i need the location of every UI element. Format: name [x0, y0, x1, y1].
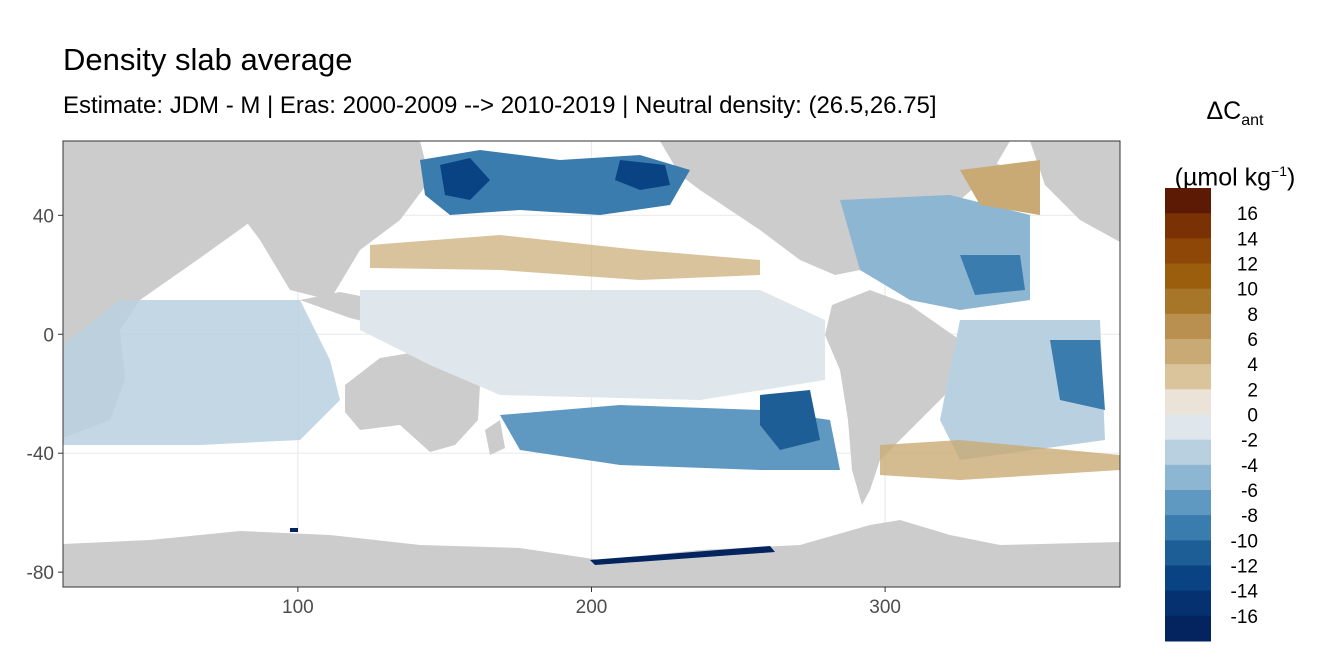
patch-satl-brown [880, 440, 1120, 480]
legend-swatch [1165, 565, 1211, 592]
land-masses [63, 141, 1120, 587]
color-legend: 16 14 12 10 8 6 4 2 0 -2 -4 -6 -8 -10 -12 -14 -16 [1165, 188, 1258, 642]
legend-unit-main: (µmol kg [1174, 163, 1272, 192]
legend-label: 8 [1247, 305, 1258, 326]
legend-swatch [1165, 213, 1211, 239]
legend-label: -2 [1241, 431, 1258, 452]
legend-label: -10 [1231, 531, 1258, 552]
legend-swatch [1165, 188, 1211, 214]
legend-title-sub: ant [1241, 112, 1264, 129]
legend-label: 10 [1237, 280, 1258, 301]
y-tick-label: -80 [27, 563, 54, 584]
legend-label: 12 [1237, 255, 1258, 276]
patch-npac-dark2 [615, 160, 670, 190]
legend-title-main: ΔC [1206, 97, 1242, 125]
x-tick-label: 200 [576, 597, 608, 618]
legend-swatch [1165, 414, 1211, 441]
legend-swatch [1165, 439, 1211, 466]
legend-swatch [1165, 590, 1211, 617]
legend-swatch [1165, 263, 1211, 290]
y-tick-label: 0 [43, 325, 54, 346]
legend-swatch [1165, 339, 1211, 365]
legend-label: -16 [1231, 607, 1258, 628]
x-tick-label: 300 [869, 597, 901, 618]
legend-label: 4 [1247, 355, 1258, 376]
legend-label: -14 [1231, 582, 1259, 603]
patch-satl-dark [1050, 340, 1105, 410]
land-eurasia [180, 141, 430, 300]
patch-eqpac-light [360, 290, 825, 400]
legend-label: -4 [1241, 456, 1258, 477]
legend-label: 2 [1247, 380, 1258, 401]
legend-label: -12 [1231, 557, 1258, 578]
legend-unit-sup: −1 [1271, 163, 1287, 179]
land-australia [345, 350, 480, 452]
legend-title: ΔCant (µmol kg−1) [1160, 86, 1310, 202]
patch-npac-dark [440, 158, 490, 200]
legend-label: 0 [1247, 406, 1258, 427]
x-tick-label: 100 [282, 597, 314, 618]
legend-label: -6 [1241, 481, 1258, 502]
y-tick-label: -40 [27, 444, 54, 465]
patch-indian [63, 300, 340, 445]
legend-label: 6 [1247, 330, 1258, 351]
legend-label: 16 [1237, 204, 1258, 225]
patch-antarctic-coast [590, 546, 775, 565]
land-antarctica [63, 520, 1120, 587]
chart-subtitle: Estimate: JDM - M | Eras: 2000-2009 --> … [63, 92, 937, 119]
patch-spac [500, 405, 840, 470]
land-north-america [660, 141, 1000, 275]
x-axis: 100 200 300 [282, 587, 901, 618]
legend-swatch [1165, 288, 1211, 315]
land-new-zealand [485, 420, 505, 455]
land-south-america [825, 290, 960, 505]
y-tick-label: 40 [33, 206, 54, 227]
patch-antarctic-coast2 [290, 528, 298, 532]
heatmap-field [63, 150, 1120, 565]
legend-swatch [1165, 238, 1211, 264]
legend-swatch [1165, 540, 1211, 566]
legend-swatch [1165, 464, 1211, 491]
legend-swatch [1165, 515, 1211, 541]
legend-swatch [1165, 615, 1211, 642]
y-axis: 40 0 -40 -80 [27, 206, 63, 584]
chart-title: Density slab average [63, 42, 353, 77]
patch-natl-dark [960, 255, 1025, 295]
patch-natl-brown [960, 160, 1040, 215]
legend-swatch [1165, 313, 1211, 340]
land-africa-east [1030, 141, 1120, 242]
patch-spac-dark [760, 390, 820, 450]
patch-npac-brown [370, 235, 760, 280]
legend-label: 14 [1237, 229, 1259, 250]
legend-label: -8 [1241, 506, 1258, 527]
legend-swatch [1165, 364, 1211, 390]
legend-swatch [1165, 490, 1211, 516]
legend-unit-close: ) [1287, 163, 1296, 192]
legend-swatch [1165, 389, 1211, 415]
